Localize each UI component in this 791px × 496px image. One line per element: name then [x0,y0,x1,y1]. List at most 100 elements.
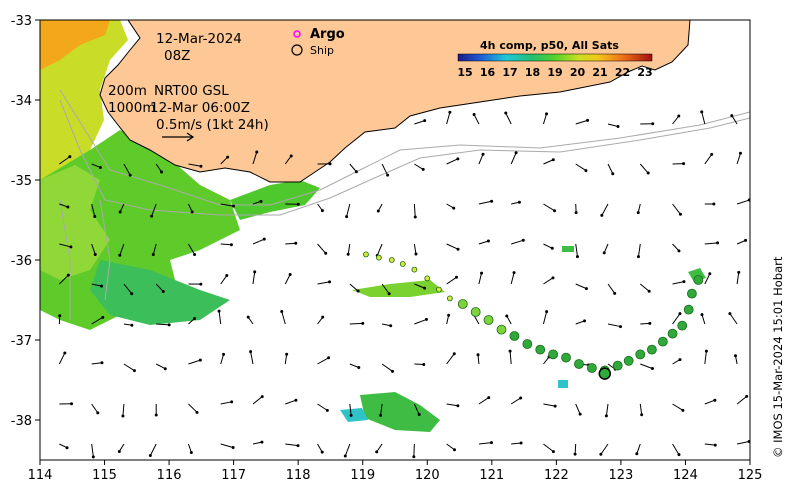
current-vector-head [102,316,104,318]
track-point [574,360,583,369]
current-vector-head [295,242,297,244]
current-vector-head [682,409,684,411]
current-vector-head [552,451,554,453]
track-point [412,267,417,272]
current-vector-head [129,174,131,176]
current-vector-head [328,357,330,359]
current-vector-head [346,216,348,218]
current-vector-head [678,115,680,117]
current-vector-head [297,203,299,205]
current-vector-head [69,156,71,158]
ship-current-position [599,368,610,379]
track-point [510,332,519,341]
time-label: 08Z [164,48,190,64]
current-vector-head [260,200,262,202]
current-vector-head [679,313,681,315]
current-vector-head [453,207,455,209]
current-vector-head [92,456,94,458]
current-vector-head [652,123,654,125]
current-vector-head [162,290,164,292]
current-vector-head [199,359,201,361]
current-vector-head [739,152,741,154]
current-vector-head [600,453,602,455]
current-vector-head [679,359,681,361]
colorbar-tick-label: 22 [615,66,630,79]
current-vector [575,444,576,454]
current-vector-head [487,240,489,242]
track-point [376,255,381,260]
track-point [425,276,430,281]
current-vector-head [152,254,154,256]
x-tick-label: 122 [544,468,569,483]
current-vector-head [584,320,586,322]
current-vector-head [233,205,235,207]
current-vector-head [191,211,193,213]
current-vector-head [449,111,451,113]
x-tick-label: 119 [350,468,375,483]
current-vector-head [344,455,346,457]
current-vector-head [119,211,121,213]
current-vector-head [520,442,522,444]
current-vector-head [679,213,681,215]
colorbar-tick-label: 23 [637,66,652,79]
current-vector-head [355,171,357,173]
current-vector-head [131,293,133,295]
current-vector-head [414,216,416,218]
current-vector-head [290,155,292,157]
current-vector-head [683,163,685,165]
current-vector-head [454,449,456,451]
current-vector-head [746,395,748,397]
y-axis: -33-34-35-36-37-38 [11,14,40,429]
y-tick-label: -34 [11,94,32,109]
current-vector-head [587,119,589,121]
y-tick-label: -38 [11,414,32,429]
track-point [678,321,687,330]
current-vector-head [554,405,556,407]
current-vector-head [457,158,459,160]
current-vector-head [94,216,96,218]
currents-time-label: 12-Mar 06:00Z [150,100,250,116]
current-vector-head [424,287,426,289]
current-vector-head [515,152,517,154]
current-vector-head [683,281,685,283]
current-vector-head [714,444,716,446]
x-tick-label: 116 [157,468,182,483]
colorbar-tick-label: 17 [502,66,517,79]
current-vector-head [357,290,359,292]
current-vector-head [457,248,459,250]
track-point [613,361,622,370]
y-tick-label: -36 [11,254,32,269]
track-point [624,356,633,365]
current-vector-head [232,447,234,449]
current-vector-head [641,414,643,416]
current-vector-head [585,170,587,172]
track-point [436,287,441,292]
legend-argo-label: Argo [310,27,345,42]
current-vector-head [94,253,96,255]
current-vector-head [286,353,288,355]
current-vector-head [520,397,522,399]
current-vector-head [554,210,556,212]
current-vector-head [546,113,548,115]
current-vector-head [678,454,680,456]
current-vector-head [614,292,616,294]
colorbar-tick-label: 20 [570,66,586,79]
current-vector-head [637,212,639,214]
x-tick-label: 123 [608,468,633,483]
current-vector-head [709,273,711,275]
x-tick-label: 124 [673,468,698,483]
track-point [684,305,693,314]
current-vector-head [67,206,69,208]
current-vector-head [347,253,349,255]
current-vector-head [552,159,554,161]
sst-patch-small-cyan [558,380,568,388]
current-vector-head [133,370,135,372]
current-vector-head [223,353,225,355]
current-vector-head [513,272,515,274]
current-vector-head [390,325,392,327]
current-vector-head [387,174,389,176]
track-point [458,300,467,309]
current-vector-head [745,239,747,241]
current-vector-head [647,172,649,174]
